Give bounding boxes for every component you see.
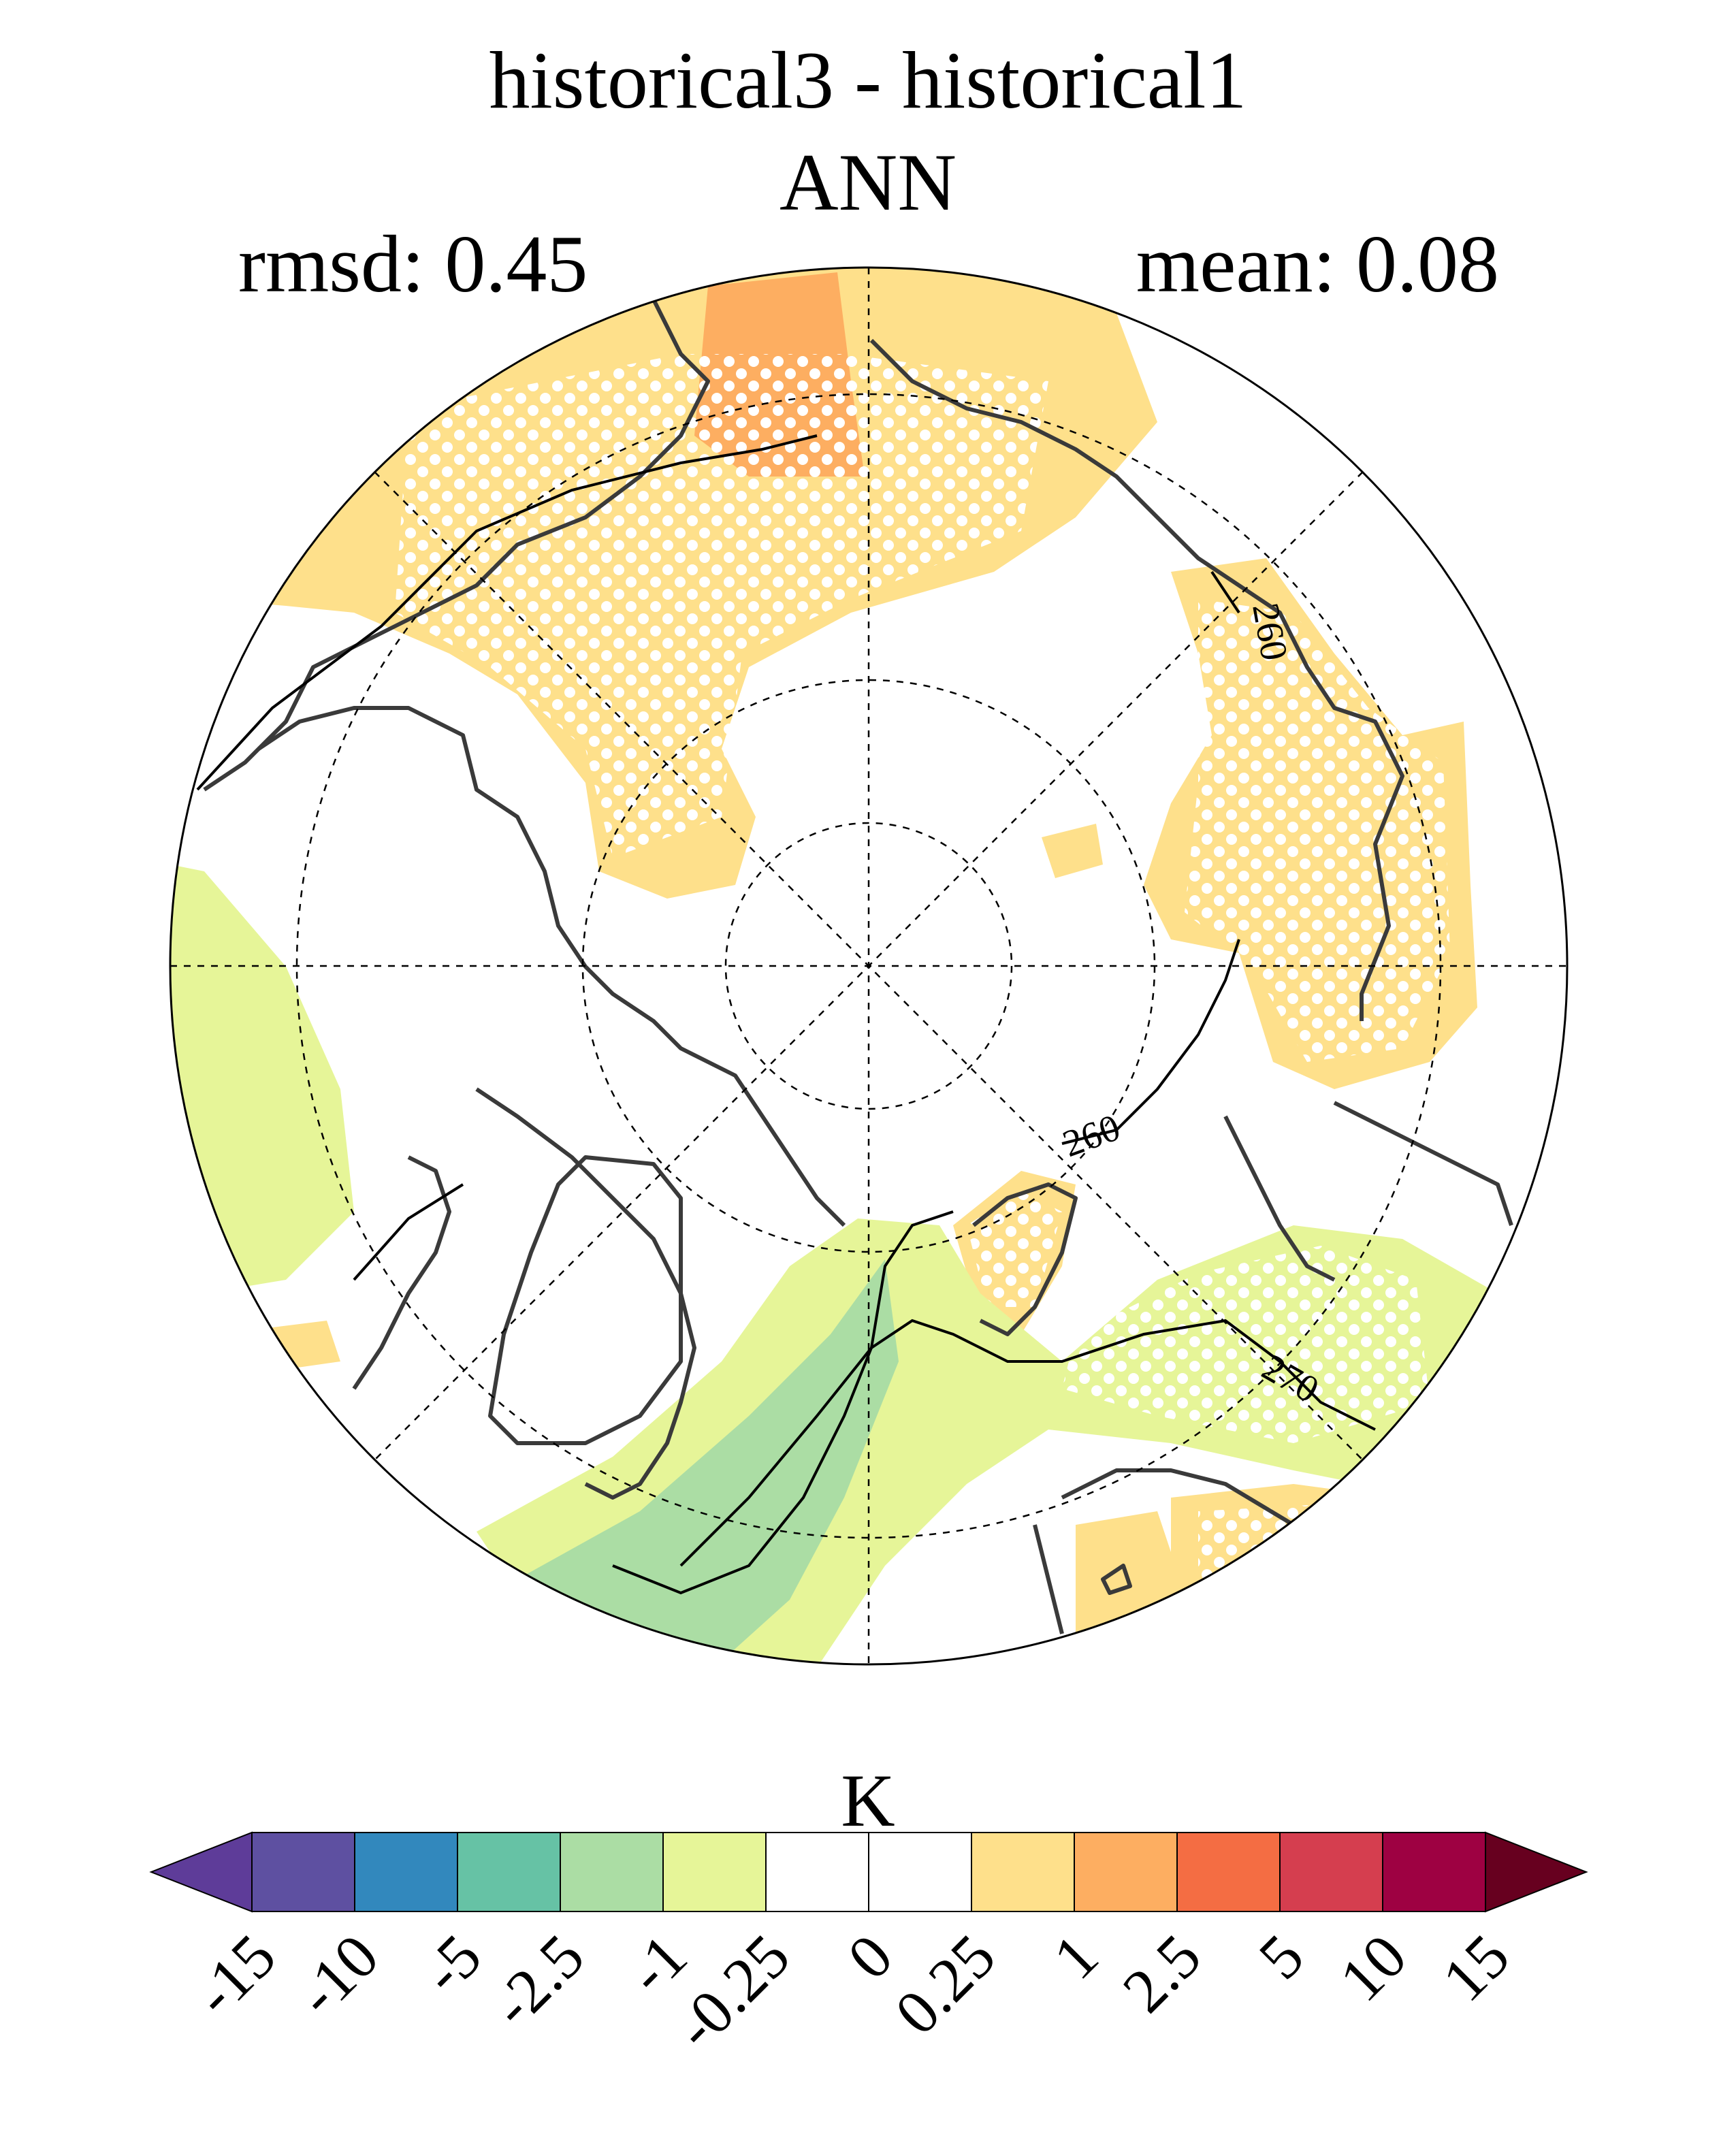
colorbar-tick-label: 0 (834, 1921, 905, 1992)
colorbar-box (1176, 1832, 1281, 1912)
colorbar-box (1279, 1832, 1383, 1912)
colorbar-box (457, 1832, 561, 1912)
graticule (170, 268, 1567, 1664)
colorbar-box (560, 1832, 664, 1912)
anomaly-region-labrador (517, 1259, 899, 1661)
colorbar-box (1382, 1832, 1486, 1912)
colorbar-box (1074, 1832, 1178, 1912)
season-label: ANN (779, 137, 957, 227)
temperature-contours (196, 434, 1376, 1595)
colorbar-tick-label: 5 (1245, 1921, 1317, 1992)
map-boundary (169, 266, 1569, 1666)
colorbar-unit: K (841, 1759, 895, 1842)
colorbar-tick-label: 1 (1040, 1921, 1111, 1992)
colorbar-box (868, 1832, 972, 1912)
colorbar-box (971, 1832, 1075, 1912)
colorbar-tick-label: 15 (1429, 1921, 1522, 2014)
colorbar-box (354, 1832, 458, 1912)
colorbar-box (765, 1832, 869, 1912)
mean-label: mean: 0.08 (1136, 219, 1499, 309)
colorbar-tick-label: -15 (180, 1921, 289, 2029)
colorbar-over-arrow (1485, 1831, 1588, 1913)
colorbar-box (251, 1832, 355, 1912)
coastlines (203, 298, 1513, 1634)
colorbar-box (662, 1832, 767, 1912)
colorbar-tick-label: -10 (283, 1921, 391, 2029)
contour-label-1: 260 (1244, 600, 1296, 663)
colorbar-under-arrow (149, 1831, 253, 1913)
colorbar-tick-label: -2.5 (478, 1921, 597, 2040)
rmsd-label: rmsd: 0.45 (238, 219, 588, 309)
colorbar-tick-label: 2.5 (1110, 1921, 1214, 2025)
plot-title: historical3 - historical1 (489, 35, 1247, 125)
colorbar-tick-label: 10 (1326, 1921, 1419, 2014)
colorbar-tick-label: -0.25 (662, 1921, 803, 2063)
colorbar-tick-label: 0.25 (882, 1921, 1008, 2048)
